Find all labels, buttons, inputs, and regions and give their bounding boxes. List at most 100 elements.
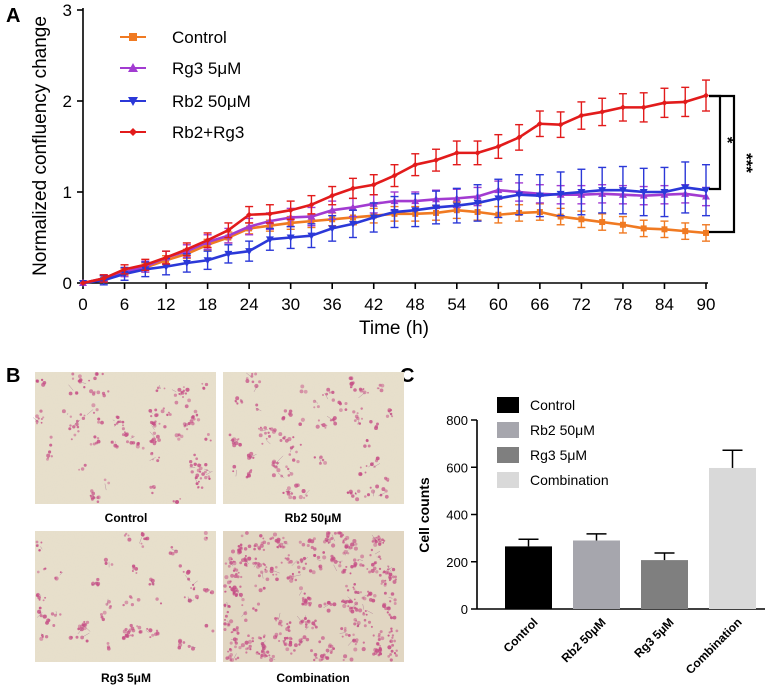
- stained-cell: [234, 641, 238, 645]
- a-data-point: [266, 210, 273, 217]
- stained-cell: [344, 568, 347, 571]
- cell-process: [339, 632, 346, 634]
- stained-cell: [360, 417, 364, 420]
- stained-cell: [148, 628, 153, 633]
- a-data-point: [494, 195, 503, 203]
- stained-cell: [329, 419, 333, 422]
- stained-cell: [384, 489, 388, 493]
- stained-cell: [204, 437, 208, 441]
- stained-cell: [262, 548, 266, 552]
- a-data-point: [577, 189, 586, 196]
- stained-cell: [177, 645, 182, 650]
- stained-cell: [49, 443, 53, 447]
- cell-process: [328, 541, 332, 544]
- stained-cell: [70, 636, 73, 639]
- stained-cell: [108, 606, 112, 610]
- stained-cell: [287, 554, 290, 557]
- stained-cell: [59, 613, 62, 616]
- stained-cell: [274, 617, 277, 620]
- stained-cell: [356, 412, 359, 415]
- c-y-tick-label: 0: [461, 602, 468, 617]
- stained-cell: [35, 419, 39, 423]
- stained-cell: [95, 408, 99, 412]
- a-data-point: [412, 161, 419, 168]
- stained-cell: [93, 435, 97, 439]
- a-data-point: [474, 149, 481, 156]
- stained-cell: [182, 570, 185, 573]
- stained-cell: [375, 484, 380, 489]
- stained-cell: [247, 639, 253, 644]
- stained-cell: [68, 391, 73, 396]
- caption-rb2: Rb2 50μM: [285, 511, 342, 525]
- cell-process: [55, 611, 58, 615]
- stained-cell: [361, 647, 366, 652]
- stained-cell: [386, 571, 390, 575]
- stained-cell: [129, 634, 132, 637]
- stained-cell: [233, 567, 237, 571]
- stained-cell: [158, 456, 161, 459]
- stained-cell: [150, 439, 155, 443]
- stained-cell: [79, 624, 84, 629]
- caption-combination: Combination: [276, 671, 349, 685]
- stained-cell: [265, 577, 270, 582]
- cell-process: [41, 633, 44, 636]
- stained-cell: [254, 383, 259, 389]
- stained-cell: [352, 586, 355, 589]
- stained-cell: [378, 567, 382, 571]
- stained-cell: [359, 563, 363, 567]
- stained-cell: [139, 629, 143, 634]
- cell-process: [378, 492, 386, 497]
- stained-cell: [271, 654, 275, 659]
- stained-cell: [294, 578, 298, 582]
- stained-cell: [315, 424, 320, 429]
- stained-cell: [101, 372, 104, 376]
- cell-process: [388, 597, 393, 599]
- stained-cell: [314, 619, 317, 623]
- stained-cell: [91, 392, 96, 396]
- stained-cell: [367, 590, 370, 593]
- stained-cell: [286, 467, 290, 471]
- stained-cell: [375, 536, 378, 539]
- stained-cell: [59, 571, 62, 574]
- c-category-label: Control: [501, 615, 541, 655]
- cell-process: [184, 423, 186, 426]
- stained-cell: [200, 486, 204, 489]
- stained-cell: [327, 538, 332, 543]
- stained-cell: [300, 417, 305, 422]
- stained-cell: [355, 641, 358, 644]
- a-data-point: [225, 227, 232, 234]
- a-data-point: [682, 98, 689, 105]
- a-data-point: [598, 187, 607, 195]
- a-data-point: [495, 143, 502, 150]
- micrograph-texture: [223, 372, 404, 504]
- stained-cell: [154, 440, 157, 443]
- stained-cell: [140, 532, 145, 537]
- stained-cell: [282, 536, 285, 540]
- stained-cell: [393, 639, 396, 643]
- stained-cell: [182, 386, 185, 389]
- stained-cell: [384, 476, 388, 480]
- a-data-point: [535, 192, 544, 200]
- stained-cell: [356, 620, 361, 625]
- stained-cell: [141, 446, 145, 450]
- stained-cell: [273, 461, 277, 465]
- stained-cell: [52, 624, 56, 627]
- stained-cell: [389, 600, 392, 603]
- stained-cell: [363, 618, 367, 622]
- stained-cell: [383, 591, 387, 595]
- stained-cell: [390, 649, 394, 653]
- stained-cell: [390, 630, 393, 633]
- stained-cell: [126, 440, 129, 444]
- cell-process: [262, 429, 268, 432]
- c-legend-swatch-rg3: [497, 447, 519, 463]
- stained-cell: [382, 604, 386, 608]
- stained-cell: [122, 629, 127, 634]
- stained-cell: [234, 637, 239, 641]
- stained-cell: [152, 423, 156, 426]
- stained-cell: [253, 547, 256, 551]
- stained-cell: [236, 438, 239, 441]
- stained-cell: [308, 538, 312, 542]
- a-series-2: [79, 161, 710, 287]
- stained-cell: [378, 632, 381, 636]
- stained-cell: [227, 623, 230, 626]
